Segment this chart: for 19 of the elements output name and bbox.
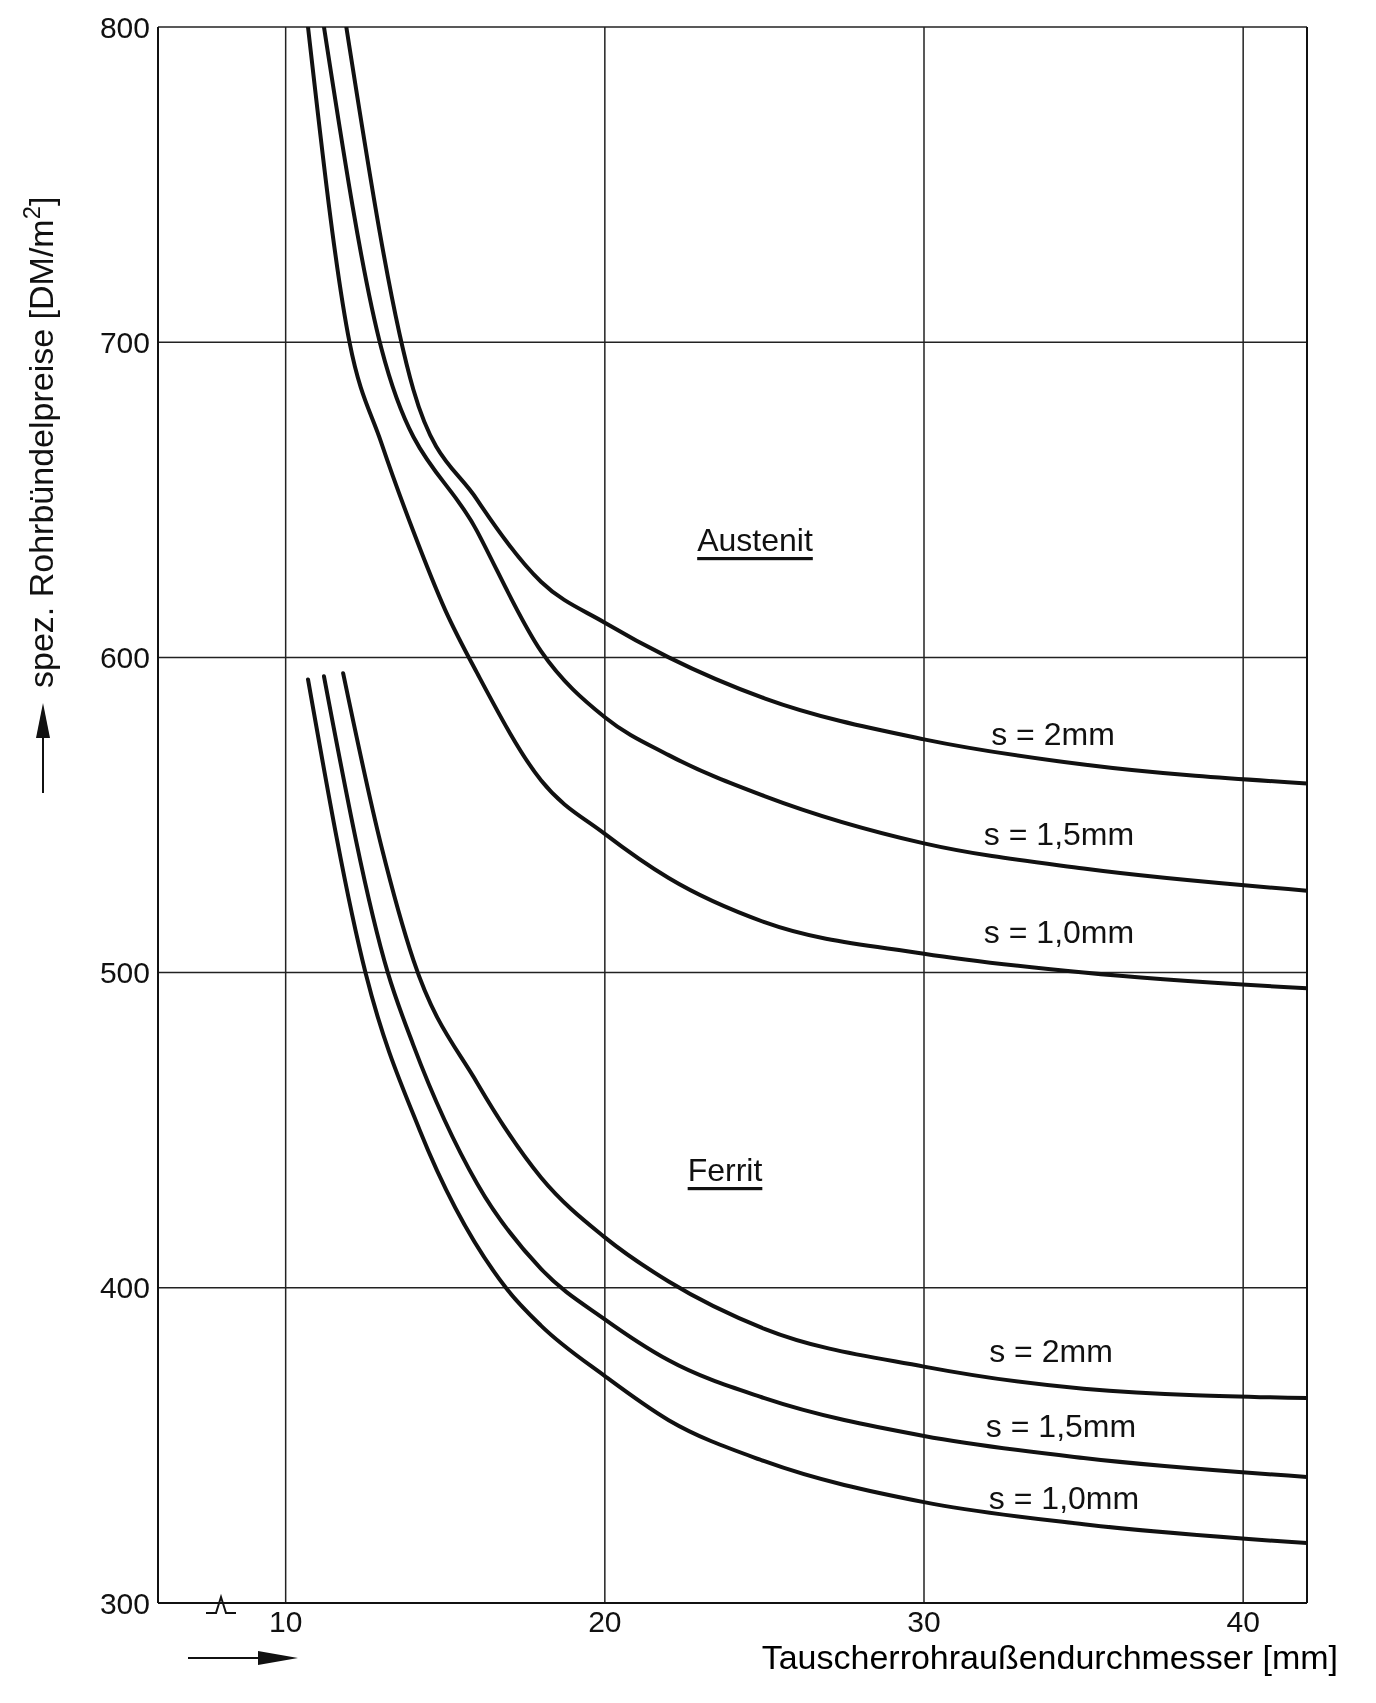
x-axis-title: Tauscherrohraußendurchmesser [mm] [760, 1638, 1338, 1677]
annotation: s = 1,0mm [988, 1480, 1140, 1516]
x-tick-label: 40 [1226, 1605, 1260, 1639]
x-tick-label: 10 [268, 1605, 303, 1639]
annotation: s = 1,0mm [983, 914, 1135, 950]
annotation: s = 1,5mm [983, 816, 1135, 852]
y-tick-label: 600 [99, 641, 150, 675]
annotation: s = 2mm [989, 1333, 1113, 1369]
annotation: s = 1,5mm [985, 1408, 1137, 1444]
y-tick-label: 400 [99, 1271, 150, 1305]
x-tick-label: 30 [907, 1605, 941, 1639]
annotation: Austenit [697, 522, 813, 558]
annotation: s = 2mm [991, 716, 1115, 752]
y-tick-label: 300 [99, 1586, 150, 1620]
x-tick-label: 20 [588, 1605, 622, 1639]
annotation: Ferrit [687, 1152, 763, 1188]
y-tick-label: 700 [99, 325, 150, 359]
y-tick-label: 800 [99, 10, 150, 44]
y-tick-label: 500 [99, 956, 150, 990]
